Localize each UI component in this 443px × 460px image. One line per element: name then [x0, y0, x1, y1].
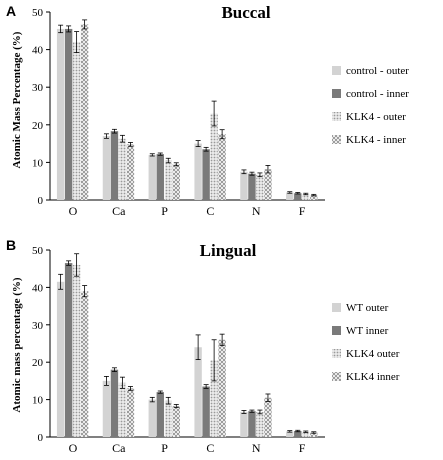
- bar-c-light: [194, 347, 202, 437]
- legend-swatch-dots: [332, 112, 341, 121]
- bar-o-dots: [72, 264, 81, 437]
- y-tick-label: 30: [32, 82, 44, 94]
- legend-swatch-light: [332, 303, 341, 312]
- y-tick-label: 10: [32, 157, 44, 169]
- x-tick-label: Ca: [112, 204, 126, 218]
- bar-ca-dark: [110, 369, 119, 437]
- y-tick-label: 0: [38, 432, 44, 444]
- legend-label: KLK4 outer: [346, 348, 400, 360]
- bar-f-cross: [310, 432, 318, 437]
- bar-f-dots: [302, 431, 310, 437]
- bar-c-dark: [202, 386, 210, 437]
- bar-p-light: [148, 154, 156, 200]
- bar-f-cross: [310, 195, 318, 200]
- bar-p-dots: [164, 160, 172, 200]
- bar-ca-light: [102, 380, 111, 437]
- y-tick-label: 40: [32, 282, 44, 294]
- y-axis-label-lingual: Atomic mass percentage (%): [11, 277, 23, 412]
- bar-n-dark: [248, 411, 256, 437]
- x-tick-label: O: [69, 204, 78, 218]
- y-tick-label: 20: [32, 357, 44, 369]
- chart-title-buccal: Buccal: [221, 3, 270, 22]
- bar-f-dark: [294, 431, 302, 437]
- x-tick-label: C: [206, 204, 214, 218]
- panel-letter-b: B: [6, 237, 16, 253]
- bar-ca-dots: [118, 382, 127, 437]
- legend-swatch-dots: [332, 349, 341, 358]
- legend-swatch-cross: [332, 135, 341, 144]
- y-tick-label: 50: [32, 245, 44, 257]
- bar-f-dots: [302, 193, 310, 200]
- bar-n-cross: [264, 397, 272, 437]
- bar-o-dark: [64, 263, 73, 437]
- legend-label: control - outer: [346, 65, 409, 77]
- bar-f-dark: [294, 193, 302, 200]
- y-tick-label: 20: [32, 120, 44, 132]
- bar-o-light: [56, 28, 65, 201]
- bar-o-light: [56, 281, 65, 437]
- panel-letter-a: A: [6, 3, 16, 19]
- bar-c-light: [194, 143, 202, 200]
- bar-n-dark: [248, 173, 256, 200]
- bar-n-light: [240, 411, 248, 437]
- legend-label: KLK4 - outer: [346, 111, 406, 123]
- bar-o-dark: [64, 28, 73, 201]
- bar-n-dots: [256, 174, 264, 200]
- legend-label: control - inner: [346, 88, 409, 100]
- bar-o-cross: [80, 291, 89, 437]
- x-tick-label: P: [161, 441, 168, 455]
- bar-ca-cross: [126, 388, 135, 437]
- panel-buccal: A Buccal Atomic Mass Percentage (%) 0 10 2…: [6, 3, 409, 218]
- y-tick-label: 10: [32, 395, 44, 407]
- y-tick-label: 30: [32, 320, 44, 332]
- y-axis-label-buccal: Atomic Mass Percentage (%): [11, 31, 23, 168]
- bar-p-light: [148, 399, 156, 437]
- legend-label: WT outer: [346, 302, 389, 314]
- legend-swatch-light: [332, 66, 341, 75]
- x-tick-label: F: [299, 441, 306, 455]
- bar-n-dots: [256, 411, 264, 437]
- x-tick-label: N: [252, 204, 261, 218]
- x-tick-label: Ca: [112, 441, 126, 455]
- legend-label: KLK4 inner: [346, 371, 400, 383]
- legend-swatch-dark: [332, 326, 341, 335]
- bar-p-cross: [172, 405, 180, 437]
- x-tick-label: P: [161, 204, 168, 218]
- x-tick-label: N: [252, 441, 261, 455]
- y-tick-label: 50: [32, 7, 44, 19]
- bar-c-cross: [218, 339, 226, 437]
- bar-p-dark: [156, 154, 164, 200]
- bar-c-cross: [218, 134, 226, 200]
- bar-p-dots: [164, 400, 172, 437]
- plot-area-lingual: 0 10 20 30 40 50 O Ca P C N F WT outer WT inner KLK4 o…: [32, 245, 400, 455]
- x-tick-label: C: [206, 441, 214, 455]
- bar-ca-cross: [126, 144, 135, 200]
- bar-f-light: [286, 431, 294, 437]
- legend-label: WT inner: [346, 325, 389, 337]
- legend-swatch-cross: [332, 372, 341, 381]
- bar-n-cross: [264, 169, 272, 200]
- y-tick-label: 0: [38, 195, 44, 207]
- bar-ca-dark: [110, 131, 119, 200]
- legend-swatch-dark: [332, 89, 341, 98]
- bar-c-dots: [210, 113, 218, 200]
- y-tick-label: 40: [32, 45, 44, 57]
- bar-ca-light: [102, 136, 111, 200]
- x-tick-label: F: [299, 204, 306, 218]
- bar-o-dots: [72, 42, 81, 200]
- bar-n-light: [240, 171, 248, 200]
- panel-lingual: B Lingual Atomic mass percentage (%) 0 10…: [6, 237, 400, 455]
- bar-p-dark: [156, 392, 164, 437]
- bar-p-cross: [172, 164, 180, 200]
- bar-o-cross: [80, 24, 89, 200]
- bar-f-light: [286, 192, 294, 200]
- bar-c-dark: [202, 149, 210, 200]
- x-tick-label: O: [69, 441, 78, 455]
- bar-c-dots: [210, 360, 218, 437]
- chart-title-lingual: Lingual: [200, 241, 257, 260]
- bar-ca-dots: [118, 138, 127, 200]
- legend-label: KLK4 - inner: [346, 134, 406, 146]
